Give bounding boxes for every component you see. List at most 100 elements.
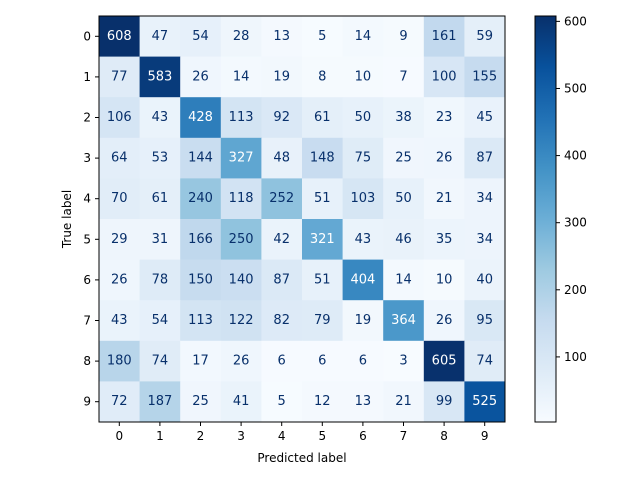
cell-value-label: 106: [107, 110, 132, 125]
x-tick-label: 2: [197, 429, 205, 443]
cell-value-label: 6: [318, 354, 326, 369]
colorbar-ticks: 100 200 300 400 500 600: [556, 14, 587, 364]
heatmap-cell: [139, 56, 181, 98]
heatmap-cell: [180, 56, 222, 98]
y-tick-label: 7: [83, 314, 91, 328]
heatmap-cell: [342, 340, 384, 382]
x-tick-label: 5: [318, 429, 326, 443]
x-tick-label: 1: [156, 429, 164, 443]
heatmap-cell: [383, 56, 425, 98]
heatmap-cell: [423, 56, 465, 98]
heatmap-cell: [99, 56, 141, 98]
heatmap-cell: [99, 219, 141, 261]
colorbar-tick-label: 600: [564, 14, 587, 28]
cell-value-label: 150: [188, 272, 213, 287]
cell-value-label: 74: [152, 354, 169, 369]
heatmap-cell: [423, 97, 465, 139]
heatmap-cell: [302, 16, 344, 58]
heatmap-cell: [180, 137, 222, 179]
colorbar-tick-label: 100: [564, 350, 587, 364]
cell-value-label: 10: [436, 272, 453, 287]
heatmap-cell: [220, 259, 262, 301]
cell-value-label: 95: [476, 313, 493, 328]
heatmap-cell: [261, 259, 303, 301]
heatmap-cell: [464, 56, 506, 98]
heatmap-cell: [383, 300, 425, 342]
cell-value-label: 35: [436, 232, 453, 247]
cell-value-label: 118: [229, 191, 254, 206]
cell-value-label: 113: [188, 313, 213, 328]
heatmap-cell: [99, 340, 141, 382]
cell-value-label: 87: [476, 151, 493, 166]
heatmap-cell: [261, 300, 303, 342]
heatmap-cell: [99, 97, 141, 139]
cell-value-label: 10: [355, 69, 372, 84]
cell-value-label: 7: [399, 69, 407, 84]
heatmap-cell: [342, 259, 384, 301]
x-tick-label: 6: [359, 429, 367, 443]
heatmap-cell: [139, 16, 181, 58]
heatmap-cell: [180, 178, 222, 220]
cell-value-label: 87: [273, 272, 290, 287]
heatmap-cell: [261, 381, 303, 423]
cell-value-label: 103: [350, 191, 375, 206]
cell-value-label: 31: [152, 232, 169, 247]
x-tick-label: 0: [115, 429, 123, 443]
heatmap-cell: [302, 178, 344, 220]
cell-value-label: 12: [314, 394, 331, 409]
heatmap-cell: [261, 137, 303, 179]
heatmap-cell: [99, 259, 141, 301]
heatmap-cell: [342, 219, 384, 261]
heatmap-cell: [220, 178, 262, 220]
heatmap-cell: [302, 97, 344, 139]
cell-value-label: 29: [111, 232, 128, 247]
heatmap-cell: [464, 137, 506, 179]
heatmap-cell: [261, 340, 303, 382]
x-tick-label: 8: [440, 429, 448, 443]
cell-value-label: 14: [355, 29, 372, 44]
cell-value-label: 43: [355, 232, 372, 247]
cell-value-label: 8: [318, 69, 326, 84]
y-tick-label: 8: [83, 354, 91, 368]
heatmap-cell: [342, 300, 384, 342]
heatmap-cell: [302, 300, 344, 342]
heatmap-cell: [302, 340, 344, 382]
heatmap-cell: [139, 340, 181, 382]
x-tick-label: 4: [278, 429, 286, 443]
cell-value-label: 240: [188, 191, 213, 206]
colorbar: [534, 15, 557, 423]
heatmap-cell: [342, 56, 384, 98]
cell-value-label: 23: [436, 110, 453, 125]
cell-value-label: 161: [432, 29, 457, 44]
heatmap-cell: [342, 97, 384, 139]
cell-value-label: 82: [273, 313, 290, 328]
heatmap-cell: [423, 219, 465, 261]
y-tick-label: 6: [83, 273, 91, 287]
heatmap-cell: [99, 16, 141, 58]
cell-value-label: 54: [192, 29, 209, 44]
cell-value-label: 19: [355, 313, 372, 328]
heatmap-cell: [302, 56, 344, 98]
cell-value-label: 42: [273, 232, 290, 247]
heatmap-cell: [261, 16, 303, 58]
cell-value-label: 75: [355, 151, 372, 166]
cell-value-label: 608: [107, 29, 132, 44]
cell-value-label: 25: [395, 151, 412, 166]
heatmap-cell: [139, 300, 181, 342]
cell-value-label: 50: [395, 191, 412, 206]
heatmap-cell: [220, 381, 262, 423]
cell-value-label: 92: [273, 110, 290, 125]
cell-value-label: 583: [147, 69, 172, 84]
heatmap-cell: [180, 381, 222, 423]
heatmap-cell: [139, 178, 181, 220]
heatmap-cell: [383, 340, 425, 382]
heatmap-cell: [423, 381, 465, 423]
heatmap-cell: [302, 259, 344, 301]
cell-value-label: 26: [111, 272, 128, 287]
cell-value-label: 38: [395, 110, 412, 125]
cell-value-label: 14: [395, 272, 412, 287]
cell-value-label: 6: [359, 354, 367, 369]
heatmap-cell: [423, 178, 465, 220]
